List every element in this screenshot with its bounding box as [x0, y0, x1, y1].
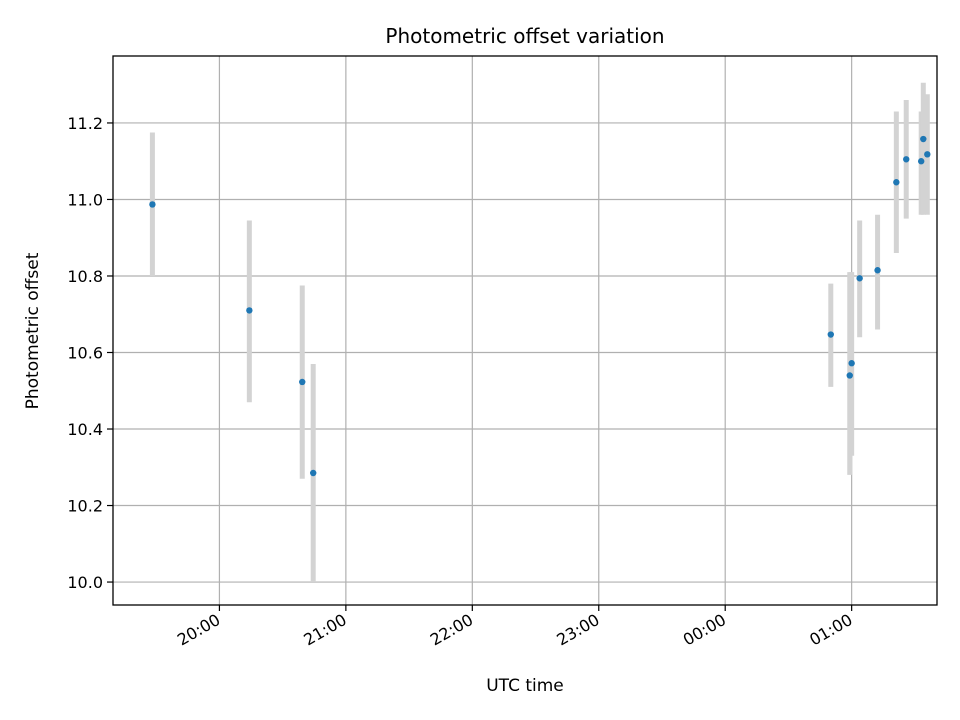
data-point	[917, 158, 925, 165]
data-points	[149, 135, 931, 477]
x-axis-title: UTC time	[486, 676, 564, 696]
data-point	[149, 201, 156, 208]
data-point	[846, 372, 853, 379]
data-point	[924, 151, 931, 158]
plot-frame	[112, 55, 938, 606]
data-point	[903, 156, 910, 163]
y-tick-label: 11.2	[67, 114, 103, 133]
data-point	[827, 331, 834, 338]
y-tick-label: 10.0	[67, 573, 103, 592]
y-tick-label: 10.8	[67, 267, 103, 286]
y-tick-label: 10.4	[67, 420, 103, 439]
data-point	[856, 275, 863, 282]
chart-title: Photometric offset variation	[385, 24, 664, 48]
y-tick-label: 10.2	[67, 497, 103, 516]
data-point	[246, 307, 253, 314]
data-point	[299, 378, 306, 386]
y-tick-label: 10.6	[67, 343, 103, 362]
data-point	[893, 179, 900, 186]
y-axis-title: Photometric offset	[23, 252, 43, 409]
data-point	[920, 135, 927, 143]
data-point	[310, 469, 317, 477]
y-tick-label: 11.0	[67, 190, 103, 209]
data-point	[848, 360, 855, 367]
y-axis-ticks: 10.0 10.2 10.4 10.6 10.8 11.0 11.2	[67, 114, 113, 592]
data-point	[874, 267, 881, 274]
